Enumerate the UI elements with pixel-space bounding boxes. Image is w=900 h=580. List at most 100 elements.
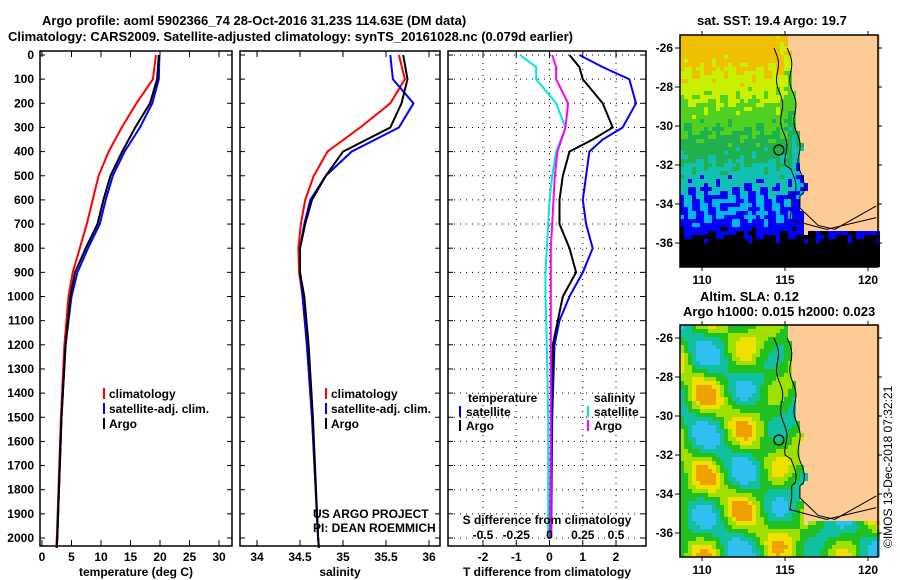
map-cell (832, 91, 836, 95)
s-axis-label: S difference from climatology (463, 513, 632, 527)
map-cell (864, 119, 868, 123)
map-cell (692, 167, 696, 171)
map-cell (760, 373, 764, 377)
map-cell (720, 91, 724, 95)
map-cell (848, 259, 852, 263)
map-cell (844, 239, 848, 243)
map-cell (840, 349, 844, 353)
map-cell (708, 171, 712, 175)
map-cell (680, 235, 684, 239)
map-cell (760, 413, 764, 417)
map-cell (720, 393, 724, 397)
map-cell (788, 191, 792, 195)
map-cell (716, 389, 720, 393)
map-cell (704, 421, 708, 425)
map-cell (708, 337, 712, 341)
map-cell (724, 199, 728, 203)
map-cell (788, 127, 792, 131)
map-cell (680, 449, 684, 453)
map-cell (720, 111, 724, 115)
map-cell (740, 223, 744, 227)
map-cell (872, 361, 876, 365)
map-cell (732, 63, 736, 67)
map-cell (700, 171, 704, 175)
map-cell (720, 67, 724, 71)
map-cell (860, 175, 864, 179)
map-cell (840, 393, 844, 397)
map-cell (836, 429, 840, 433)
map-cell (872, 183, 876, 187)
map-cell (804, 389, 808, 393)
map-cell (808, 39, 812, 43)
map-cell (740, 79, 744, 83)
map-cell (796, 223, 800, 227)
map-cell (716, 231, 720, 235)
map-cell (800, 39, 804, 43)
map-cell (788, 401, 792, 405)
map-cell (760, 333, 764, 337)
map-cell (764, 183, 768, 187)
map-cell (784, 99, 788, 103)
map-cell (776, 337, 780, 341)
map-cell (864, 247, 868, 251)
map-cell (732, 361, 736, 365)
map-cell (776, 251, 780, 255)
map-cell (776, 325, 780, 329)
map-cell (816, 239, 820, 243)
map-cell (712, 151, 716, 155)
map-cell (704, 243, 708, 247)
map-cell (788, 235, 792, 239)
map-cell (788, 175, 792, 179)
map-cell (740, 409, 744, 413)
map-cell (840, 103, 844, 107)
map-cell (752, 143, 756, 147)
s-tick-label: 0 (546, 528, 553, 542)
map-cell (872, 75, 876, 79)
map-cell (728, 263, 732, 267)
map-cell (788, 39, 792, 43)
map-cell (696, 59, 700, 63)
map-cell (748, 55, 752, 59)
map-cell (696, 187, 700, 191)
map-cell (788, 441, 792, 445)
map-cell (744, 43, 748, 47)
map-cell (768, 393, 772, 397)
map-cell (732, 329, 736, 333)
map-cell (760, 263, 764, 267)
map-cell (736, 199, 740, 203)
map-cell (804, 235, 808, 239)
map-cell (724, 215, 728, 219)
map-cell (800, 421, 804, 425)
map-cell (812, 119, 816, 123)
map-cell (872, 405, 876, 409)
map-cell (740, 55, 744, 59)
map-cell (800, 199, 804, 203)
map-cell (852, 239, 856, 243)
map-cell (804, 187, 808, 191)
map-cell (848, 195, 852, 199)
map-cell (848, 417, 852, 421)
map-cell (772, 111, 776, 115)
map-cell (748, 151, 752, 155)
map-cell (744, 433, 748, 437)
map-cell (868, 203, 872, 207)
map-cell (724, 373, 728, 377)
map-cell (836, 373, 840, 377)
map-cell (844, 71, 848, 75)
map-cell (792, 47, 796, 51)
map-cell (864, 425, 868, 429)
map-cell (816, 461, 820, 465)
map-cell (720, 199, 724, 203)
map-cell (712, 417, 716, 421)
map-cell (748, 207, 752, 211)
map-cell (868, 47, 872, 51)
map-cell (804, 143, 808, 147)
map-cell (800, 95, 804, 99)
map-cell (732, 75, 736, 79)
map-cell (728, 365, 732, 369)
map-cell (684, 175, 688, 179)
map-cell (824, 179, 828, 183)
map-cell (708, 401, 712, 405)
x-tick-label: 30 (212, 550, 226, 564)
map-cell (724, 361, 728, 365)
